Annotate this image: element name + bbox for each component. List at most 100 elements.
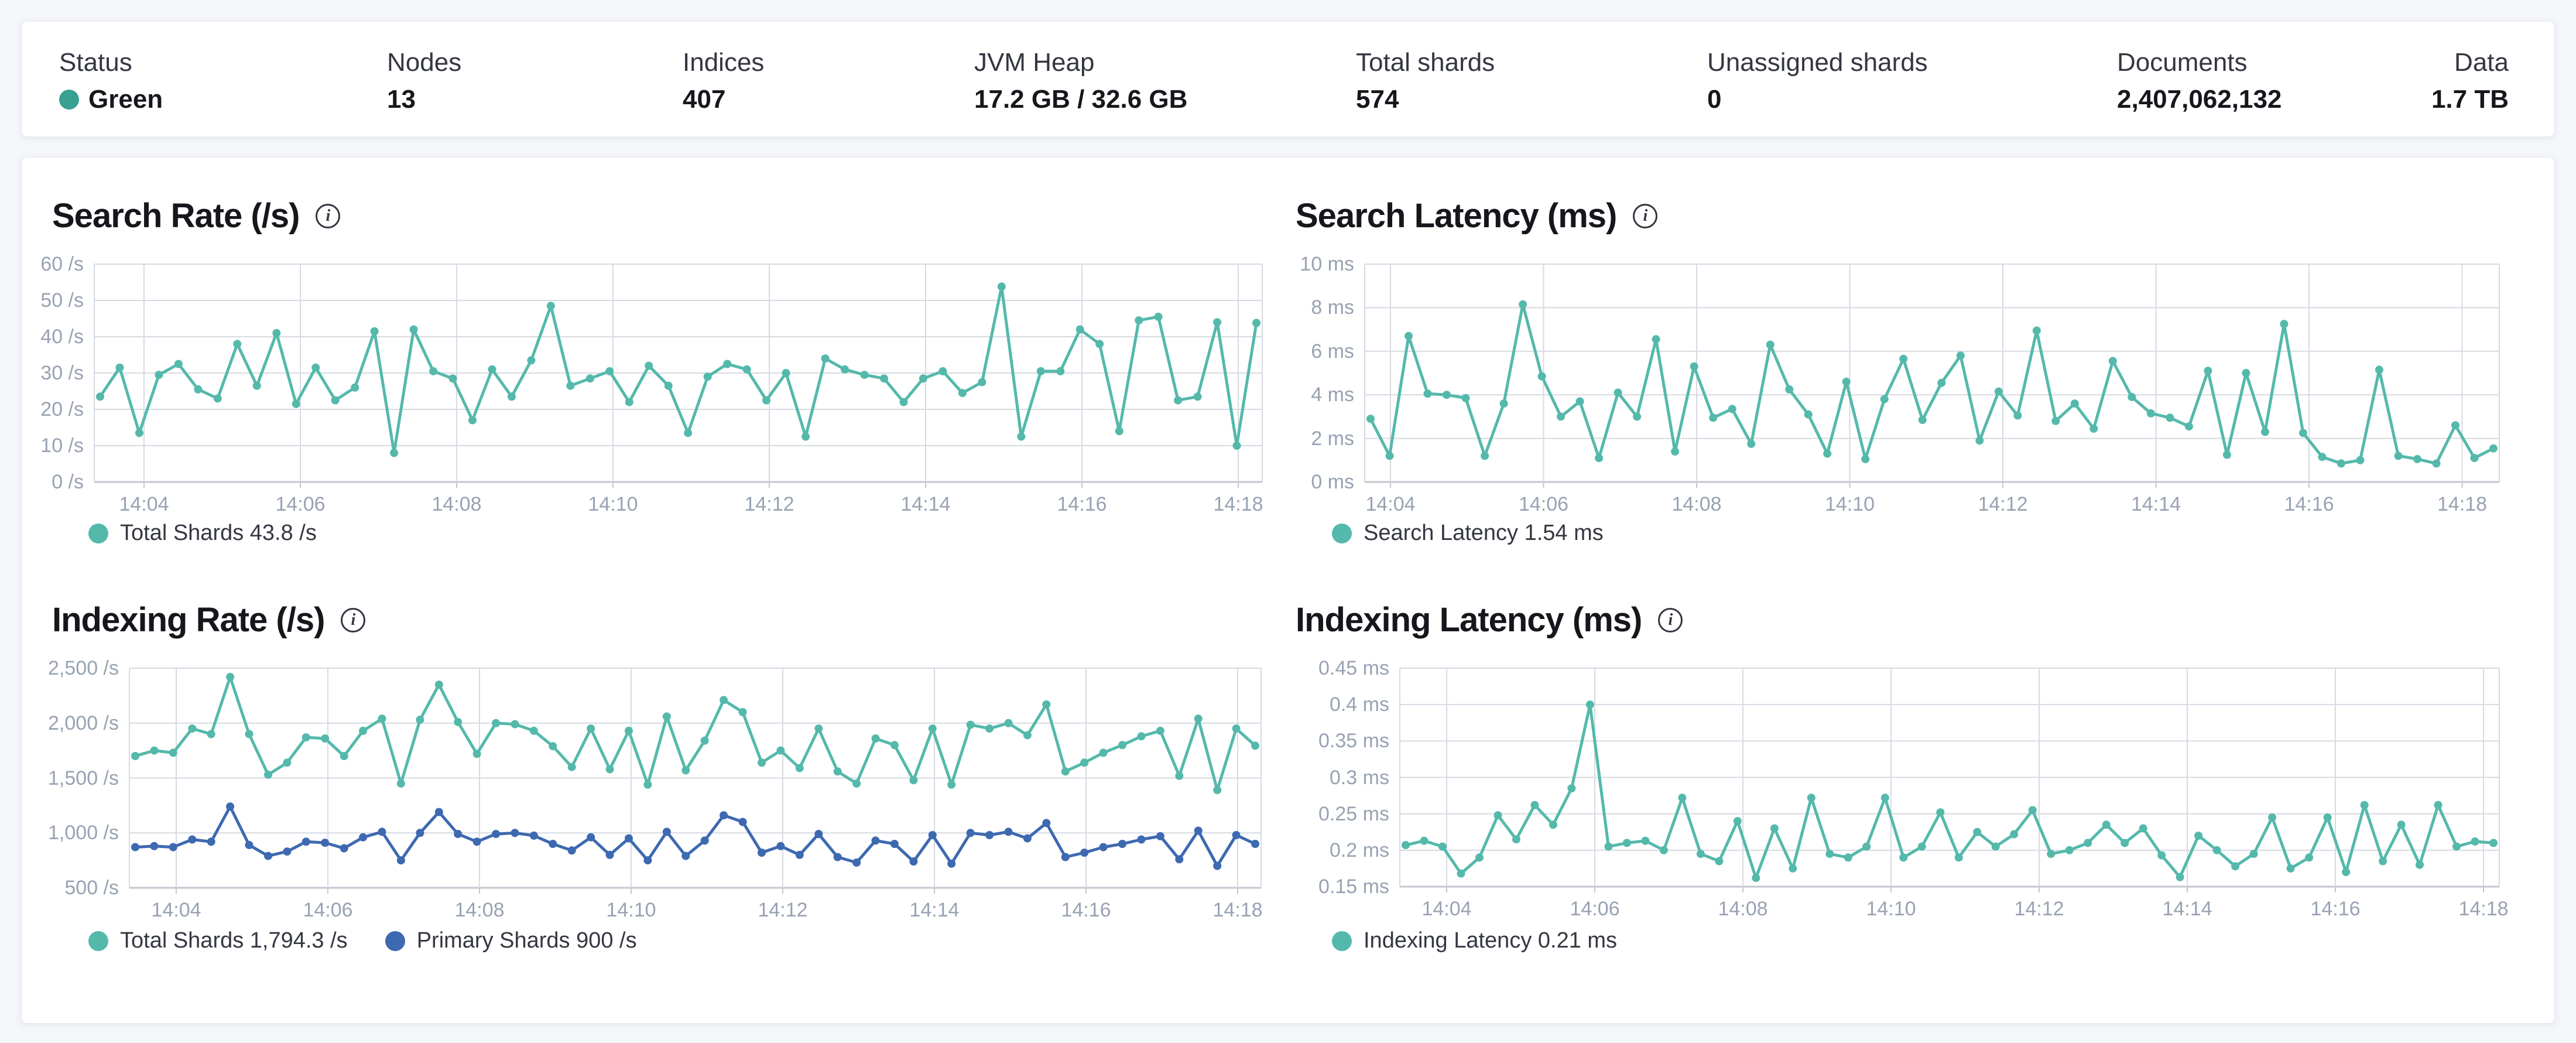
data-point xyxy=(468,416,477,425)
data-point xyxy=(1954,853,1963,862)
legend-dot-icon xyxy=(1332,523,1352,543)
data-point xyxy=(762,396,771,405)
data-point xyxy=(890,840,899,848)
data-point xyxy=(264,770,272,779)
data-point xyxy=(1678,794,1687,802)
metric-jvm-heap: JVM Heap 17.2 GB / 32.6 GB xyxy=(974,49,1187,114)
data-point xyxy=(135,429,143,437)
y-axis-label: 10 /s xyxy=(40,435,84,457)
data-point xyxy=(245,840,254,849)
indexing-latency-title: Indexing Latency (ms) i xyxy=(1296,600,1683,640)
data-point xyxy=(1366,415,1375,423)
data-point xyxy=(1785,385,1794,394)
data-point xyxy=(1042,819,1051,827)
data-point xyxy=(1696,850,1705,859)
info-icon[interactable]: i xyxy=(1633,203,1658,228)
data-point xyxy=(1652,335,1660,344)
data-point xyxy=(1825,850,1834,859)
x-axis-label: 14:04 xyxy=(151,899,201,921)
data-point xyxy=(359,726,368,735)
data-point xyxy=(1499,399,1508,408)
data-point xyxy=(1402,841,1410,850)
data-point xyxy=(700,736,709,745)
data-point xyxy=(1899,354,1908,363)
data-point xyxy=(587,833,595,842)
data-point xyxy=(1715,857,1724,866)
data-point xyxy=(2489,444,2498,453)
metric-value: 407 xyxy=(683,85,726,114)
data-point xyxy=(2451,421,2459,430)
data-point xyxy=(928,724,937,733)
search-rate-chart[interactable] xyxy=(94,264,1263,488)
data-point xyxy=(416,829,424,837)
data-point xyxy=(833,767,842,776)
data-point xyxy=(776,746,785,755)
legend-item[interactable]: Search Latency 1.54 ms xyxy=(1332,521,1604,546)
data-point xyxy=(587,724,595,733)
legend-item[interactable]: Total Shards 1,794.3 /s xyxy=(88,928,348,953)
data-point xyxy=(2146,409,2155,418)
indexing-rate-chart[interactable] xyxy=(129,668,1262,894)
data-point xyxy=(302,733,310,742)
data-point xyxy=(150,842,159,850)
cluster-status-bar: Status Green Nodes 13 Indices 407 JVM He… xyxy=(21,21,2555,137)
data-point xyxy=(567,762,576,771)
data-point xyxy=(207,730,215,738)
data-point xyxy=(150,746,159,755)
x-axis-label: 14:18 xyxy=(2458,898,2509,920)
metric-label: JVM Heap xyxy=(974,48,1095,77)
data-point xyxy=(1747,439,1756,448)
data-point xyxy=(1023,731,1032,740)
data-point xyxy=(841,365,849,374)
data-point xyxy=(1099,843,1108,852)
plot-area[interactable] xyxy=(94,264,1263,488)
y-axis-label: 2 ms xyxy=(1311,427,1354,450)
data-point xyxy=(1918,416,1927,424)
info-icon[interactable]: i xyxy=(341,607,366,632)
legend-item[interactable]: Total Shards 43.8 /s xyxy=(88,521,317,546)
plot-area[interactable] xyxy=(1364,264,2500,488)
data-point xyxy=(2070,399,2079,408)
data-point xyxy=(1251,840,1259,848)
plot-area[interactable] xyxy=(129,668,1262,894)
data-point xyxy=(852,779,861,788)
legend-item[interactable]: Indexing Latency 0.21 ms xyxy=(1332,928,1617,953)
data-point xyxy=(378,827,386,836)
x-axis-label: 14:08 xyxy=(1718,898,1768,920)
data-point xyxy=(1880,794,1889,802)
data-point xyxy=(390,449,399,457)
search-latency-chart[interactable] xyxy=(1364,264,2500,488)
y-axis-label: 0 ms xyxy=(1311,471,1354,493)
data-point xyxy=(2032,326,2041,335)
x-axis-label: 14:18 xyxy=(1212,899,1263,921)
series-line xyxy=(1404,703,2495,880)
data-point xyxy=(1936,808,1945,817)
data-point xyxy=(549,840,557,848)
info-icon[interactable]: i xyxy=(1658,607,1683,632)
data-point xyxy=(1420,836,1429,845)
data-point xyxy=(2176,873,2184,881)
legend-dot-icon xyxy=(385,931,405,951)
data-point xyxy=(1659,846,1668,854)
legend-dot-icon xyxy=(88,523,108,543)
data-point xyxy=(2305,853,2314,862)
data-point xyxy=(188,835,197,844)
plot-area[interactable] xyxy=(1399,668,2500,892)
data-point xyxy=(1766,340,1775,349)
data-point xyxy=(2432,459,2441,468)
data-point xyxy=(871,734,880,743)
data-point xyxy=(2323,813,2332,822)
data-point xyxy=(1232,442,1241,450)
search-latency-legend: Search Latency 1.54 ms xyxy=(1332,521,1604,546)
x-axis-label: 14:10 xyxy=(1824,493,1875,515)
data-point xyxy=(1174,396,1183,405)
indexing-latency-chart[interactable] xyxy=(1399,668,2500,892)
legend-item[interactable]: Primary Shards 900 /s xyxy=(385,928,637,953)
indexing-latency-legend: Indexing Latency 0.21 ms xyxy=(1332,928,1617,953)
x-axis-label: 14:04 xyxy=(119,493,169,515)
y-axis-label: 0.4 ms xyxy=(1329,693,1389,716)
info-icon[interactable]: i xyxy=(316,203,341,228)
data-point xyxy=(454,830,463,839)
data-point xyxy=(928,831,937,839)
metric-label: Nodes xyxy=(387,48,462,77)
